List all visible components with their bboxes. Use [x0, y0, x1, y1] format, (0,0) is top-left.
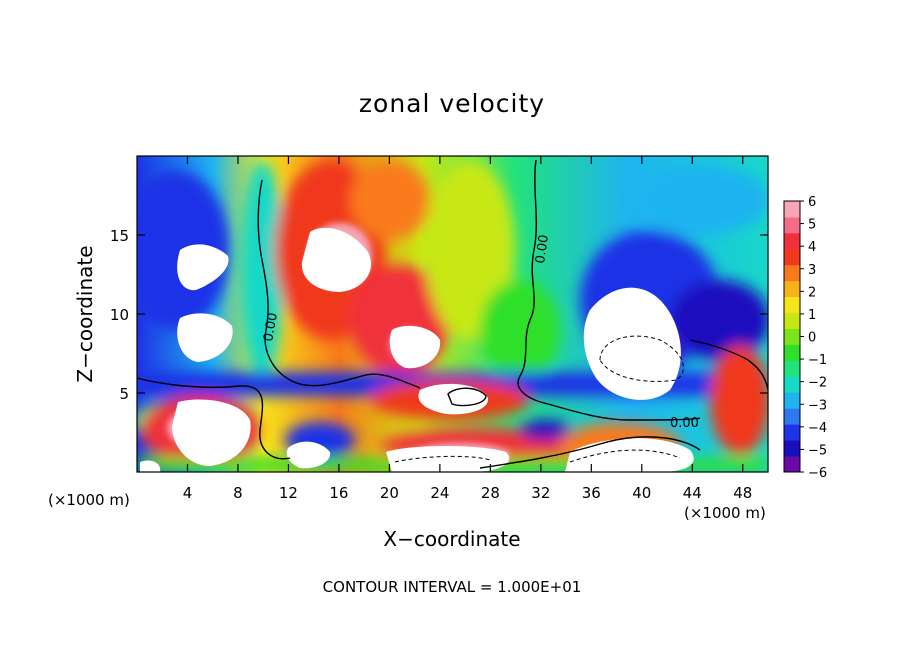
colorbar-swatch	[784, 232, 800, 250]
colorbar-tick-label: −6	[808, 466, 827, 481]
colorbar-swatch	[784, 456, 800, 473]
contour-lines	[137, 159, 768, 469]
contour-label-left: 0.00	[261, 312, 281, 343]
zero-contour-center	[517, 159, 701, 421]
x-unit-label-right: (×1000 m)	[684, 504, 766, 522]
contour-label-right: 0.00	[670, 416, 699, 431]
colorbar-swatch	[784, 312, 800, 330]
colorbar-tick-label: −3	[808, 398, 827, 413]
y-tick-label: 10	[110, 306, 129, 324]
colorbar-swatch	[784, 392, 800, 409]
colorbar-swatch	[784, 216, 800, 234]
x-tick-label: 40	[632, 484, 651, 502]
colorbar-swatch	[784, 440, 800, 457]
contour-interval-note: CONTOUR INTERVAL = 1.000E+01	[323, 578, 582, 596]
colorbar-tick-label: −4	[808, 421, 827, 436]
x-tick-label: 24	[430, 484, 449, 502]
x-tick-label: 20	[380, 484, 399, 502]
colorbar-tick-label: 3	[808, 263, 816, 278]
colorbar-swatch	[784, 344, 800, 361]
zero-contour-left	[257, 179, 421, 389]
contour-label-center: 0.00	[533, 234, 552, 265]
colorbar-swatch	[784, 328, 800, 345]
x-tick-label: 12	[279, 484, 298, 502]
y-axis-label: Z−coordinate	[73, 245, 97, 382]
saturation-patches	[140, 227, 694, 472]
heatmap-field	[137, 156, 768, 472]
colorbar-swatch	[784, 376, 800, 393]
colorbar: 6 5 4 3 2 1 0 −1 −2 −3 −4 −5 −6	[783, 195, 827, 481]
x-tick-label: 16	[329, 484, 348, 502]
colorbar-tick-label: −1	[808, 353, 827, 368]
x-tick-label: 44	[683, 484, 702, 502]
colorbar-swatch	[784, 248, 800, 266]
zero-contour-lower	[137, 377, 291, 460]
colorbar-swatch	[784, 201, 800, 218]
colorbar-tick-label: 0	[808, 331, 816, 346]
colorbar-swatch	[784, 424, 800, 441]
x-tick-label: 28	[481, 484, 500, 502]
contour-vortex	[447, 387, 487, 407]
x-tick-label: 48	[733, 484, 752, 502]
colorbar-tick-label: −5	[808, 443, 827, 458]
x-tick-label: 32	[531, 484, 550, 502]
y-tick-label: 5	[119, 385, 129, 403]
x-unit-label-left: (×1000 m)	[48, 491, 130, 509]
x-tick-label: 8	[233, 484, 243, 502]
colorbar-swatch	[784, 296, 800, 314]
colorbar-tick-label: 6	[808, 195, 816, 210]
x-axis-label: X−coordinate	[383, 527, 520, 551]
chart-title: zonal velocity	[359, 89, 545, 118]
y-tick-label: 15	[110, 227, 129, 245]
colorbar-tick-label: 5	[808, 218, 816, 233]
dashed-contours	[394, 335, 684, 463]
colorbar-tick-label: 2	[808, 285, 816, 300]
y-axis: 5 10 15	[110, 227, 768, 403]
colorbar-tick-label: 1	[808, 308, 816, 323]
zero-contour-bottom	[479, 436, 701, 469]
x-tick-label: 36	[582, 484, 601, 502]
x-tick-label: 4	[183, 484, 193, 502]
colorbar-swatch	[784, 360, 800, 377]
zero-contour-right	[689, 339, 768, 391]
colorbar-swatch	[784, 408, 800, 425]
x-axis: 4 8 12 16 20 24 28 32 36 40 44 48	[183, 156, 752, 502]
colorbar-swatch	[784, 264, 800, 282]
colorbar-swatch	[784, 280, 800, 298]
colorbar-tick-label: −2	[808, 376, 827, 391]
colorbar-tick-label: 4	[808, 240, 816, 255]
